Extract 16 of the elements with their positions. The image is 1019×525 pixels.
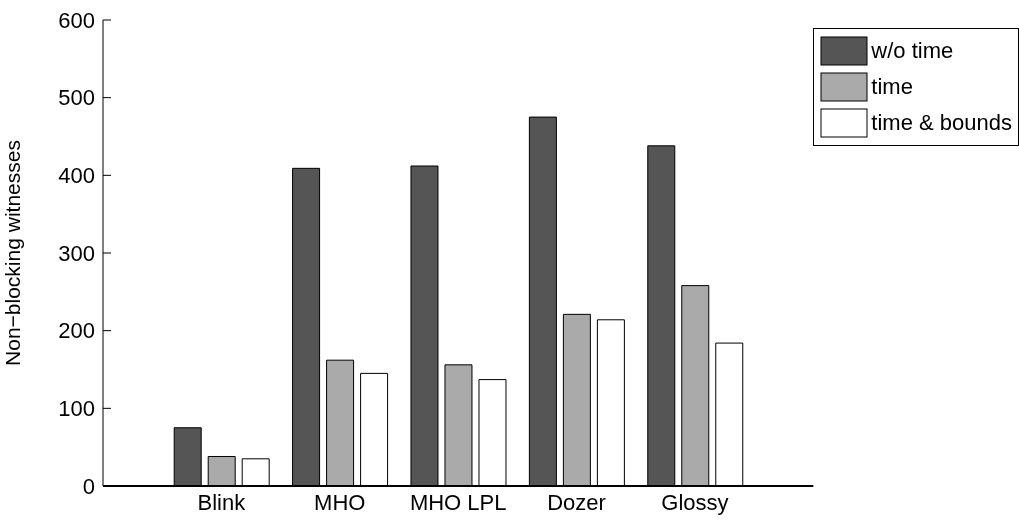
y-tick-label: 300 bbox=[58, 240, 95, 266]
x-tick-label: MHO bbox=[314, 489, 366, 515]
x-tick-label: Dozer bbox=[547, 489, 606, 515]
y-tick-label: 400 bbox=[58, 163, 95, 189]
legend-label: time bbox=[871, 73, 913, 101]
y-axis-title: Non−blocking witnesses bbox=[1, 140, 25, 366]
y-tick-label: 500 bbox=[58, 85, 95, 111]
y-tick-label: 0 bbox=[82, 473, 95, 499]
legend-label: time & bounds bbox=[871, 109, 1012, 137]
x-tick-label: Glossy bbox=[661, 489, 729, 515]
x-tick-label: Blink bbox=[197, 489, 247, 515]
y-tick-label: 600 bbox=[58, 7, 95, 33]
y-tick-label: 100 bbox=[58, 396, 95, 422]
y-tick-label: 200 bbox=[58, 318, 95, 344]
legend-label: w/o time bbox=[871, 37, 954, 65]
x-tick-label: MHO LPL bbox=[409, 489, 507, 515]
